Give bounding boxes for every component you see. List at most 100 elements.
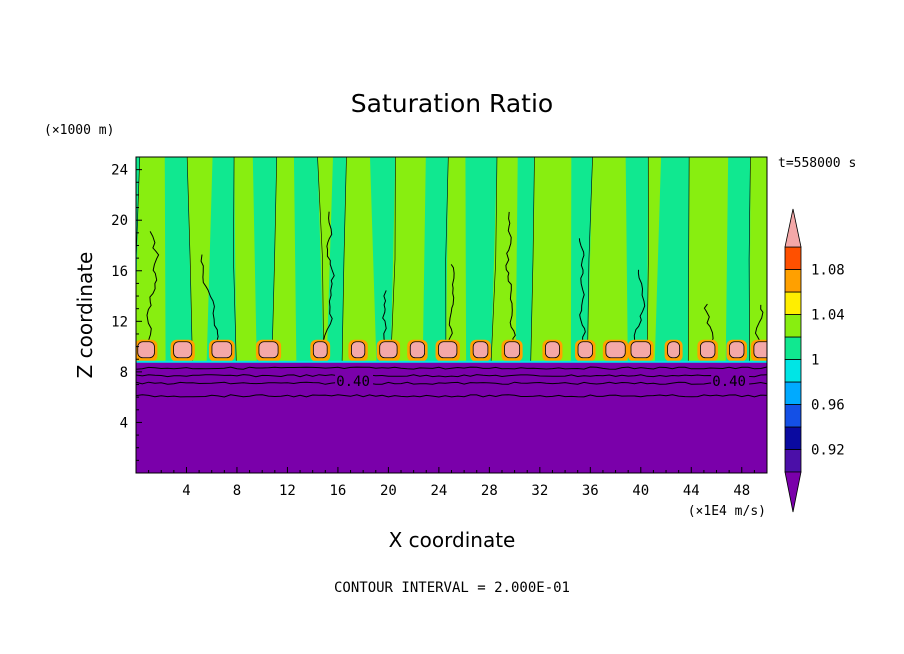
colorbar-bin xyxy=(784,404,802,428)
y-tick-label: 8 xyxy=(120,365,128,381)
contour-line xyxy=(136,366,767,370)
x-axis-label: X coordinate xyxy=(389,528,516,552)
contour-wiggle xyxy=(200,254,220,352)
cloud-cap xyxy=(504,341,521,359)
contour-label-bg xyxy=(335,373,374,388)
colorbar: 0.92 0.96 1 1.04 1.08 xyxy=(784,208,845,513)
cloud-cap xyxy=(211,341,233,359)
time-label: t=558000 s xyxy=(778,156,856,171)
colorbar-bin xyxy=(784,449,802,473)
stripe-edge xyxy=(530,157,535,362)
colorbar-tick-label: 0.92 xyxy=(811,443,845,459)
x-tick-label: 16 xyxy=(329,483,346,499)
x-tick-label: 28 xyxy=(481,483,498,499)
y-unit-label: (×1000 m) xyxy=(44,123,114,138)
contour-wiggle xyxy=(447,264,455,352)
colorbar-tick-label: 0.96 xyxy=(811,398,845,414)
field-stripe xyxy=(342,157,377,362)
x-tick-label: 20 xyxy=(380,483,397,499)
x-tick-label: 8 xyxy=(233,483,241,499)
cloud-cap xyxy=(729,341,745,359)
cloud-cap xyxy=(409,341,426,359)
colorbar-bin xyxy=(784,291,802,315)
contour-line xyxy=(136,381,767,385)
contour-wiggle xyxy=(320,211,335,353)
field-stripe xyxy=(390,157,426,362)
cloud-cap xyxy=(753,341,767,359)
stripe-edge xyxy=(186,157,193,362)
colorbar-bin xyxy=(784,246,802,270)
stripe-edge xyxy=(317,157,325,362)
colorbar-tick-label: 1.04 xyxy=(811,308,845,324)
field-stripe xyxy=(647,157,662,362)
y-axis-label: Z coordinate xyxy=(73,252,97,379)
cloud-cap xyxy=(472,341,489,359)
contour-labels: 0.40 0.40 xyxy=(335,373,750,390)
colorbar-tick-label: 1 xyxy=(811,353,819,369)
colorbar-tick-label: 1.08 xyxy=(811,263,845,279)
field-stripe xyxy=(587,157,628,362)
cloud-cap xyxy=(379,341,398,359)
field-stripe xyxy=(445,157,467,362)
field-stripes xyxy=(136,157,767,362)
colorbar-bin xyxy=(784,314,802,338)
cloud-cap xyxy=(137,341,155,359)
cloud-cap xyxy=(438,341,458,359)
field-stripe xyxy=(271,157,297,362)
cloud-cap xyxy=(605,341,626,359)
x-tick-label: 48 xyxy=(733,483,750,499)
contour-line xyxy=(136,394,767,398)
x-tick-label: 44 xyxy=(683,483,700,499)
stripe-edge xyxy=(687,157,690,362)
y-tick-label: 16 xyxy=(111,264,128,280)
cloud-cap xyxy=(700,341,716,359)
lower-field xyxy=(136,361,767,473)
field-stripe xyxy=(187,157,213,362)
contour-label-bg xyxy=(711,373,750,388)
cloud-cap xyxy=(545,341,560,359)
plot-area: 0.40 0.40 xyxy=(136,157,767,473)
field-stripe xyxy=(136,157,166,362)
colorbar-bin xyxy=(784,269,802,293)
chart-title: Saturation Ratio xyxy=(351,89,553,118)
y-tick-label: 12 xyxy=(111,314,128,330)
contour-label: 0.40 xyxy=(712,374,746,390)
contour-label: 0.40 xyxy=(336,374,370,390)
cloud-cap xyxy=(577,341,593,359)
stripe-edge xyxy=(271,157,278,362)
contour-wiggle xyxy=(505,211,516,352)
y-axis-ticks: 4 8 12 16 20 24 xyxy=(111,163,142,461)
cloud-cap xyxy=(630,341,651,359)
colorbar-over-arrow xyxy=(784,208,802,248)
contour-wiggle xyxy=(578,238,587,353)
cloud-cap xyxy=(667,341,681,359)
field-stripe xyxy=(317,157,333,362)
contour-wiggles xyxy=(143,211,764,353)
cloud-cap xyxy=(173,341,193,359)
colorbar-under-arrow xyxy=(784,471,802,513)
contour-lines xyxy=(136,366,767,398)
x-unit-label: (×1E4 m/s) xyxy=(688,504,766,519)
cloud-cap xyxy=(258,341,279,359)
contour-interval-note: CONTOUR INTERVAL = 2.000E-01 xyxy=(334,580,570,596)
field-stripe xyxy=(749,157,767,362)
x-tick-label: 4 xyxy=(182,483,190,499)
stripe-edge xyxy=(587,157,593,362)
colorbar-bin xyxy=(784,359,802,383)
cloud-cap xyxy=(312,341,328,359)
contour-line xyxy=(136,374,767,378)
stripe-edge xyxy=(390,157,396,362)
y-tick-label: 4 xyxy=(120,415,128,431)
contour-wiggle xyxy=(633,269,646,352)
field-stripe xyxy=(234,157,257,362)
stripe-edge xyxy=(233,157,237,362)
x-axis-ticks: 4 8 12 16 20 24 28 32 36 40 44 48 xyxy=(148,467,755,499)
x-tick-label: 24 xyxy=(430,483,447,499)
y-tick-label: 20 xyxy=(111,213,128,229)
cloud-cap xyxy=(351,341,366,359)
colorbar-bin xyxy=(784,426,802,450)
stripe-edge xyxy=(490,157,498,362)
stripe-edge xyxy=(445,157,449,362)
x-tick-label: 12 xyxy=(279,483,296,499)
